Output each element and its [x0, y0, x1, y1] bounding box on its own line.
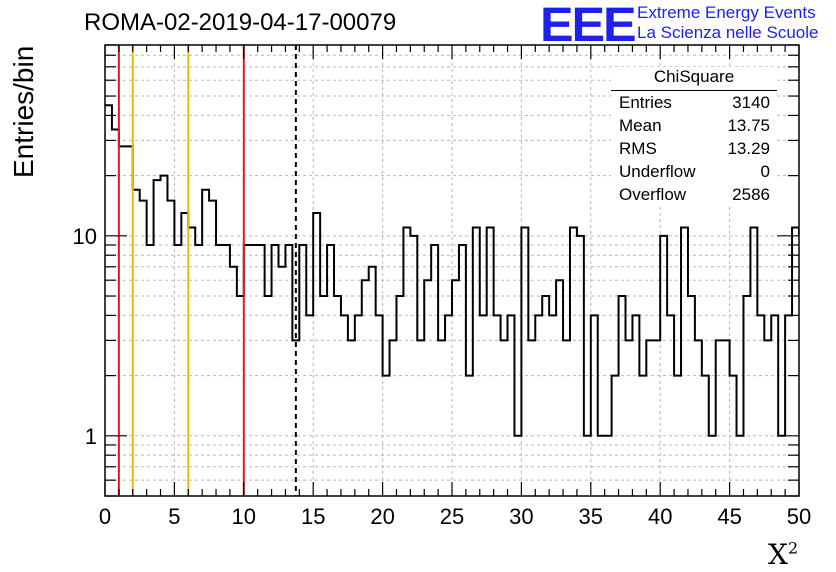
y-axis-label: Entries/bin	[8, 45, 39, 178]
x-tick-label: 50	[787, 504, 811, 529]
x-tick-label: 35	[579, 504, 603, 529]
x-tick-label: 5	[168, 504, 180, 529]
x-tick-label: 25	[440, 504, 464, 529]
x-tick-label: 20	[370, 504, 394, 529]
stats-label: Underflow	[619, 162, 696, 181]
x-tick-label: 40	[648, 504, 672, 529]
eee-logo-line2: La Scienza nelle Scuole	[637, 23, 819, 42]
stats-value: 13.29	[727, 139, 770, 158]
x-tick-label: 15	[301, 504, 325, 529]
x-tick-label: 30	[509, 504, 533, 529]
stats-box-name: ChiSquare	[611, 67, 777, 91]
x-tick-label: 0	[99, 504, 111, 529]
stats-label: Overflow	[619, 185, 687, 204]
stats-row-overflow: Overflow 2586	[611, 183, 777, 206]
x-axis-label: X2	[768, 538, 798, 571]
x-axis-label-base: X	[768, 538, 788, 571]
stats-value: 13.75	[727, 116, 770, 135]
stats-box: ChiSquare Entries 3140 Mean 13.75 RMS 13.29…	[611, 67, 777, 206]
stats-row-rms: RMS 13.29	[611, 137, 777, 160]
x-tick-label: 45	[717, 504, 741, 529]
histogram-series	[105, 104, 799, 437]
y-tick-label: 10	[73, 224, 97, 249]
stats-value: 0	[760, 162, 770, 181]
stats-row-underflow: Underflow 0	[611, 160, 777, 183]
stats-value: 3140	[732, 93, 770, 112]
stats-label: RMS	[619, 139, 657, 158]
stats-row-entries: Entries 3140	[611, 91, 777, 114]
x-tick-label: 10	[232, 504, 256, 529]
eee-logo-line1: Extreme Energy Events	[637, 3, 816, 22]
stats-value: 2586	[732, 185, 770, 204]
y-tick-label: 1	[85, 424, 97, 449]
stats-label: Mean	[619, 116, 662, 135]
chart-title: ROMA-02-2019-04-17-00079	[84, 9, 397, 36]
x-axis-label-sup: 2	[787, 538, 799, 558]
stats-label: Entries	[619, 93, 672, 112]
stats-row-mean: Mean 13.75	[611, 114, 777, 137]
eee-logo-mark: EEE	[540, 0, 637, 52]
